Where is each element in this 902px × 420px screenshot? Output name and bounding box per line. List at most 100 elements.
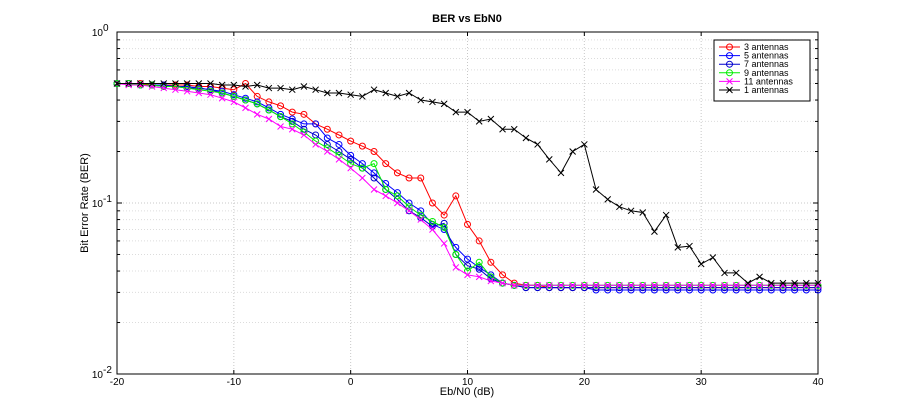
- data-point: [207, 80, 214, 87]
- data-point: [592, 281, 600, 289]
- data-point: [791, 286, 799, 294]
- legend-label: 7 antennas: [744, 59, 789, 69]
- y-tick-label: 10: [92, 28, 104, 39]
- legend-marker: [726, 43, 733, 51]
- data-point: [347, 91, 355, 99]
- data-point: [183, 80, 191, 87]
- data-point: [382, 160, 390, 168]
- data-point: [767, 279, 775, 287]
- data-point: [756, 273, 763, 281]
- data-point: [417, 207, 425, 215]
- series-6: [113, 80, 822, 287]
- legend-label: 3 antennas: [744, 42, 789, 52]
- data-point: [323, 89, 331, 97]
- x-axis-label: Eb/N0 (dB): [440, 386, 494, 398]
- data-point: [615, 286, 623, 294]
- data-point: [580, 281, 588, 289]
- data-point: [732, 284, 740, 292]
- data-point: [347, 164, 355, 172]
- data-point: [685, 284, 693, 292]
- legend-marker: [726, 69, 733, 77]
- data-point: [569, 281, 577, 289]
- data-point: [650, 286, 658, 294]
- data-point: [312, 141, 319, 148]
- data-point: [137, 81, 144, 89]
- data-point: [487, 277, 495, 285]
- series-line: [117, 83, 818, 291]
- data-point: [393, 169, 401, 177]
- data-point: [358, 142, 366, 150]
- data-point: [651, 228, 658, 235]
- data-point: [510, 279, 518, 287]
- data-point: [464, 220, 471, 228]
- data-point: [230, 98, 238, 106]
- data-point: [686, 242, 693, 250]
- data-point: [125, 81, 133, 89]
- data-point: [627, 286, 635, 294]
- data-point: [639, 284, 647, 292]
- data-point: [242, 104, 249, 112]
- data-point: [510, 281, 518, 289]
- data-point: [183, 87, 191, 95]
- data-point: [242, 96, 250, 104]
- data-point: [370, 148, 378, 156]
- chart-title: BER vs EbN0: [432, 13, 502, 25]
- data-point: [721, 286, 729, 294]
- data-point: [545, 155, 553, 163]
- data-point: [814, 284, 822, 292]
- data-point: [464, 262, 471, 270]
- data-point: [347, 160, 355, 168]
- data-point: [604, 286, 612, 294]
- data-point: [417, 216, 425, 223]
- data-point: [347, 155, 355, 163]
- data-point: [405, 207, 413, 215]
- legend-label: 11 antennas: [744, 76, 793, 86]
- data-point: [429, 98, 436, 106]
- data-point: [721, 281, 728, 289]
- data-point: [779, 284, 787, 292]
- data-point: [779, 286, 787, 294]
- data-point: [300, 120, 308, 128]
- data-point: [627, 207, 635, 215]
- data-point: [557, 281, 565, 289]
- data-point: [721, 284, 729, 292]
- y-tick-label: 10: [92, 370, 104, 381]
- data-point: [242, 94, 250, 102]
- data-point: [440, 223, 448, 231]
- data-point: [440, 100, 448, 108]
- data-point: [744, 286, 752, 294]
- data-point: [417, 174, 425, 182]
- data-point: [639, 209, 647, 216]
- x-tick-label: -20: [110, 377, 125, 388]
- data-point: [697, 284, 705, 292]
- data-point: [277, 113, 285, 121]
- x-tick-label: -10: [227, 377, 242, 388]
- data-point: [382, 192, 390, 200]
- data-point: [452, 192, 460, 200]
- data-point: [709, 254, 717, 261]
- data-point: [662, 286, 670, 294]
- data-point: [382, 89, 390, 97]
- data-point: [335, 155, 343, 163]
- data-point: [767, 284, 775, 292]
- data-point: [218, 81, 226, 89]
- data-point: [172, 86, 179, 94]
- data-point: [499, 271, 507, 279]
- data-point: [569, 284, 577, 292]
- data-point: [592, 284, 600, 292]
- data-point: [230, 81, 238, 89]
- data-point: [393, 192, 401, 200]
- data-point: [464, 271, 471, 279]
- data-point: [464, 108, 471, 116]
- data-point: [475, 273, 483, 281]
- data-point: [288, 120, 296, 128]
- data-point: [732, 269, 740, 277]
- data-point: [218, 89, 226, 97]
- legend-label: 9 antennas: [744, 68, 789, 78]
- data-point: [218, 94, 226, 102]
- data-point: [429, 226, 436, 233]
- data-point: [265, 106, 273, 114]
- data-point: [732, 281, 740, 289]
